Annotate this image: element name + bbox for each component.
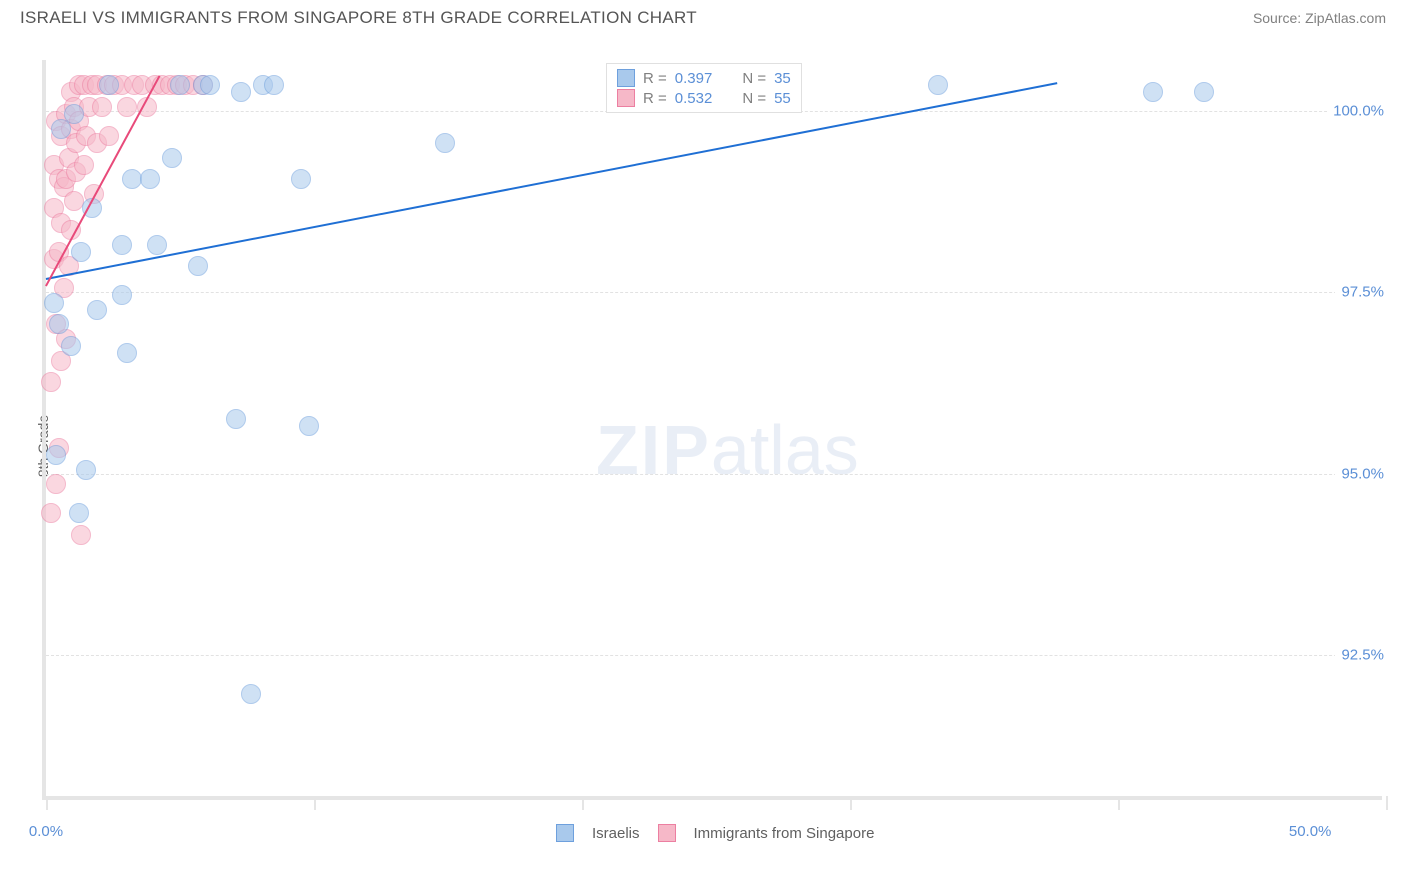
scatter-point <box>241 684 261 704</box>
legend-swatch <box>658 824 676 842</box>
scatter-point <box>92 97 112 117</box>
scatter-point <box>112 235 132 255</box>
scatter-point <box>44 293 64 313</box>
legend-series-name: Israelis <box>592 825 640 842</box>
scatter-point <box>46 474 66 494</box>
x-tick-mark <box>1118 796 1120 810</box>
scatter-point <box>41 372 61 392</box>
watermark-zip: ZIP <box>596 411 711 489</box>
scatter-point <box>435 133 455 153</box>
x-tick-mark <box>314 796 316 810</box>
x-tick-mark <box>46 796 48 810</box>
scatter-point <box>99 75 119 95</box>
grid-line <box>46 655 1382 656</box>
scatter-point <box>117 97 137 117</box>
scatter-point <box>112 285 132 305</box>
source-prefix: Source: <box>1253 10 1305 26</box>
x-tick-mark <box>582 796 584 810</box>
stats-legend-row: R = 0.532 N = 55 <box>617 88 791 108</box>
x-tick-mark <box>1386 796 1388 810</box>
chart-title: ISRAELI VS IMMIGRANTS FROM SINGAPORE 8TH… <box>20 8 697 28</box>
plot-area: ZIPatlas 92.5%95.0%97.5%100.0%0.0%50.0%R… <box>42 60 1382 800</box>
scatter-point <box>49 314 69 334</box>
scatter-point <box>64 104 84 124</box>
scatter-point <box>188 256 208 276</box>
source-attribution: Source: ZipAtlas.com <box>1253 10 1386 26</box>
scatter-point <box>162 148 182 168</box>
stats-legend: R = 0.397 N = 35 R = 0.532 N = 55 <box>606 63 802 113</box>
stat-r-label: R = <box>643 70 667 87</box>
scatter-point <box>200 75 220 95</box>
y-tick-label: 92.5% <box>1335 646 1384 663</box>
y-tick-label: 97.5% <box>1335 284 1384 301</box>
scatter-point <box>231 82 251 102</box>
scatter-point <box>46 445 66 465</box>
scatter-point <box>170 75 190 95</box>
x-tick-label: 0.0% <box>29 823 63 840</box>
y-tick-label: 100.0% <box>1327 102 1384 119</box>
stat-r-label: R = <box>643 90 667 107</box>
x-tick-mark <box>850 796 852 810</box>
series-legend: Israelis Immigrants from Singapore <box>556 824 874 842</box>
stat-n-label: N = <box>742 90 766 107</box>
scatter-point <box>226 409 246 429</box>
legend-swatch <box>617 89 635 107</box>
scatter-point <box>87 300 107 320</box>
scatter-point <box>928 75 948 95</box>
scatter-point <box>76 460 96 480</box>
stat-n-value: 55 <box>774 90 791 107</box>
scatter-point <box>117 343 137 363</box>
stat-n-label: N = <box>742 70 766 87</box>
chart-header: ISRAELI VS IMMIGRANTS FROM SINGAPORE 8TH… <box>0 0 1406 32</box>
grid-line <box>46 474 1382 475</box>
scatter-point <box>69 503 89 523</box>
legend-swatch <box>556 824 574 842</box>
scatter-point <box>71 242 91 262</box>
scatter-point <box>140 169 160 189</box>
legend-swatch <box>617 69 635 87</box>
grid-line <box>46 292 1382 293</box>
legend-series-name: Immigrants from Singapore <box>694 825 875 842</box>
stats-legend-row: R = 0.397 N = 35 <box>617 68 791 88</box>
scatter-point <box>71 525 91 545</box>
source-name: ZipAtlas.com <box>1305 10 1386 26</box>
scatter-point <box>99 126 119 146</box>
scatter-point <box>264 75 284 95</box>
y-tick-label: 95.0% <box>1335 465 1384 482</box>
stat-r-value: 0.532 <box>675 90 713 107</box>
watermark-atlas: atlas <box>711 411 859 489</box>
scatter-point <box>1143 82 1163 102</box>
scatter-point <box>61 336 81 356</box>
scatter-point <box>41 503 61 523</box>
scatter-point <box>147 235 167 255</box>
scatter-point <box>1194 82 1214 102</box>
stat-n-value: 35 <box>774 70 791 87</box>
scatter-point <box>299 416 319 436</box>
scatter-point <box>74 155 94 175</box>
stat-r-value: 0.397 <box>675 70 713 87</box>
scatter-point <box>291 169 311 189</box>
x-tick-label: 50.0% <box>1289 823 1332 840</box>
watermark: ZIPatlas <box>596 410 859 490</box>
